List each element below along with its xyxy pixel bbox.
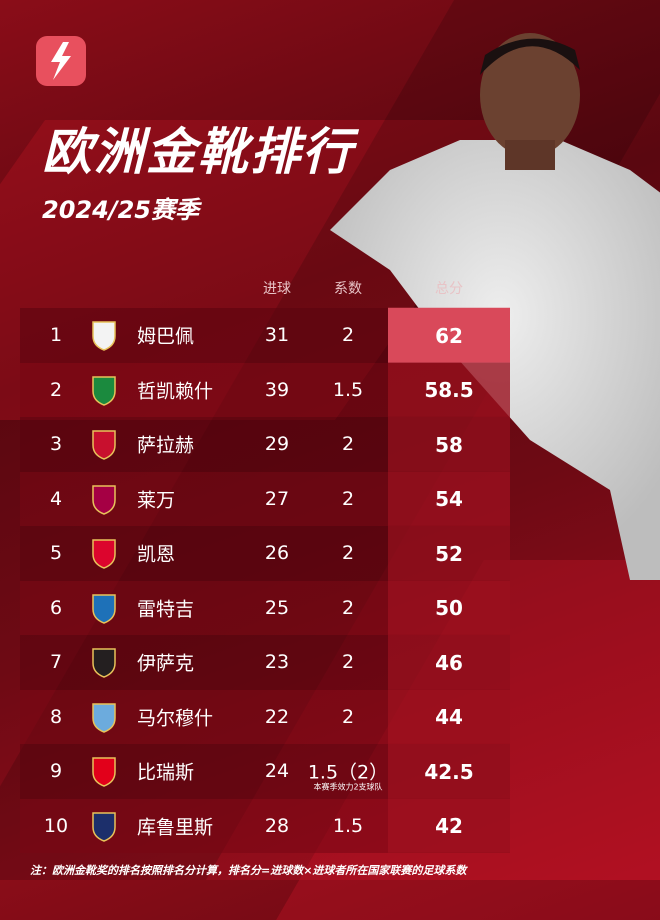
goals: 24: [264, 760, 290, 783]
goals: 23: [264, 651, 290, 674]
rank: 7: [49, 651, 63, 674]
club-crest-icon: [92, 648, 116, 679]
table-row: 2 哲凯赖什 39 1.5 58.5: [20, 362, 510, 417]
rank: 2: [49, 378, 63, 401]
table-row: 8 马尔穆什 22 2 44: [20, 689, 510, 744]
club-crest-icon: [92, 430, 116, 461]
coefficient: 2: [341, 705, 355, 728]
rank: 1: [49, 324, 63, 347]
table-row: 10 库鲁里斯 28 1.5 42: [20, 798, 510, 853]
coefficient: 2: [341, 651, 355, 674]
total-score: 52: [388, 526, 510, 581]
goals: 22: [264, 705, 290, 728]
club-crest-icon: [92, 485, 116, 515]
table-row: 5 凯恩 26 2 52: [20, 526, 510, 581]
rank: 4: [49, 487, 63, 510]
header-goals: 进球: [263, 281, 291, 297]
club-crest-icon: [92, 539, 116, 570]
coefficient: 2: [341, 433, 355, 456]
club-crest-icon: [92, 812, 116, 842]
total-score: 62: [388, 308, 510, 363]
coefficient: 2: [341, 542, 355, 565]
player-name: 伊萨克: [137, 652, 195, 675]
player-name: 莱万: [137, 489, 176, 512]
player-name: 比瑞斯: [137, 761, 195, 784]
table-header: 进球 系数 总分: [20, 275, 510, 308]
total-score: 44: [388, 689, 510, 744]
lightning-icon: [51, 42, 71, 80]
table-row: 7 伊萨克 23 2 46: [20, 635, 510, 690]
total-score: 46: [388, 635, 510, 690]
total-score: 42: [388, 798, 510, 853]
coef-note: 本赛季效力2支球队: [313, 782, 383, 792]
total-score: 54: [388, 471, 510, 526]
ranking-table: 进球 系数 总分 1 姆巴佩 31 2 62 2 哲凯赖什 39 1.5 58.5…: [20, 275, 510, 853]
player-name: 马尔穆什: [137, 707, 214, 730]
club-crest-icon: [92, 757, 116, 788]
table-row: 1 姆巴佩 31 2 62: [20, 308, 510, 363]
player-name: 凯恩: [137, 543, 176, 566]
club-crest-icon: [92, 594, 116, 624]
player-name: 哲凯赖什: [137, 380, 214, 403]
player-name: 库鲁里斯: [137, 816, 214, 839]
table-row: 4 莱万 27 2 54: [20, 471, 510, 526]
club-crest-icon: [92, 321, 116, 352]
rank: 3: [49, 433, 63, 456]
goals: 27: [264, 487, 290, 510]
player-name: 姆巴佩: [137, 325, 195, 348]
footnote: 注：欧洲金靴奖的排名按照排名分计算，排名分=进球数×进球者所在国家联赛的足球系数: [30, 864, 467, 877]
coefficient: 2: [341, 324, 355, 347]
coefficient: 1.5: [332, 814, 364, 837]
coefficient: 2: [341, 596, 355, 619]
coefficient: 1.5（2）: [307, 761, 389, 784]
app-logo: [36, 36, 86, 86]
total-score: 50: [388, 580, 510, 635]
goals: 39: [264, 378, 290, 401]
coefficient: 1.5: [332, 378, 364, 401]
rank: 10: [43, 814, 69, 837]
player-name: 萨拉赫: [137, 434, 195, 457]
page-title: 欧洲金靴排行: [42, 123, 354, 181]
header-total: 总分: [435, 281, 463, 297]
goals: 25: [264, 596, 290, 619]
total-score: 58.5: [388, 362, 510, 417]
table-row: 9 比瑞斯 24 1.5（2） 本赛季效力2支球队 42.5: [20, 744, 510, 799]
table-row: 6 雷特吉 25 2 50: [20, 580, 510, 635]
header-coef: 系数: [334, 281, 362, 297]
total-score: 58: [388, 417, 510, 472]
table-row: 3 萨拉赫 29 2 58: [20, 417, 510, 472]
player-name: 雷特吉: [137, 598, 195, 621]
total-score: 42.5: [388, 744, 510, 799]
season-label: 2024/25赛季: [42, 196, 199, 224]
goals: 31: [264, 324, 290, 347]
rank: 9: [49, 760, 63, 783]
club-crest-icon: [92, 703, 116, 733]
rank: 6: [49, 596, 63, 619]
goals: 28: [264, 814, 290, 837]
coefficient: 2: [341, 487, 355, 510]
club-crest-icon: [92, 376, 116, 406]
goals: 26: [264, 542, 290, 565]
goals: 29: [264, 433, 290, 456]
rank: 8: [49, 705, 63, 728]
rank: 5: [49, 542, 63, 565]
